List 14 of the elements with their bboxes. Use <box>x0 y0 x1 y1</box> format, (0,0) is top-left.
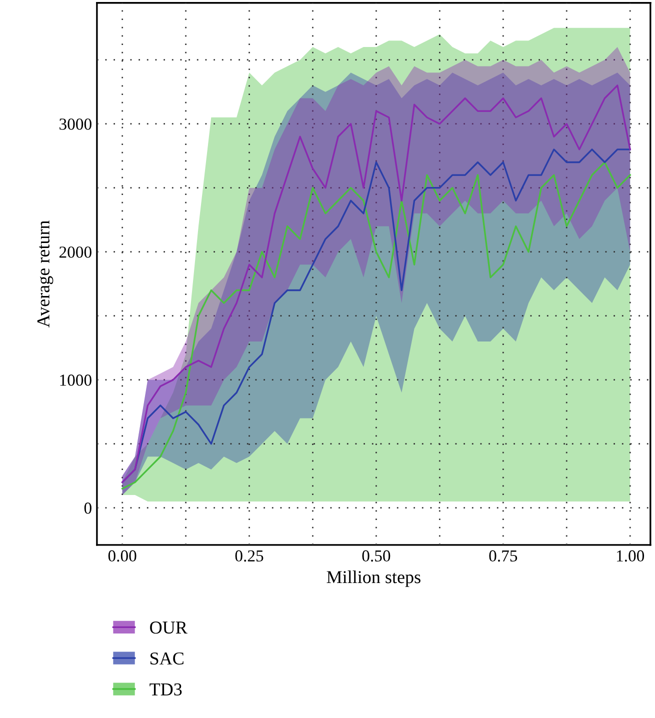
legend-label: TD3 <box>150 683 182 696</box>
x-tick-label: 0.00 <box>108 550 136 562</box>
y-tick-label: 2000 <box>59 246 92 258</box>
x-tick-label: 0.25 <box>235 550 264 562</box>
x-tick-label: 0.50 <box>362 550 390 562</box>
y-axis-title: Average return <box>37 220 54 328</box>
y-tick-label: 1000 <box>60 374 92 386</box>
y-tick-label: 0 <box>84 502 92 514</box>
x-axis-title: Million steps <box>326 570 420 587</box>
x-tick-label: 0.75 <box>489 550 518 562</box>
x-tick-label: 1.00 <box>616 550 644 562</box>
legend-label: OUR <box>150 622 188 634</box>
legend-label: SAC <box>150 652 184 665</box>
y-tick-label: 3000 <box>60 118 92 130</box>
